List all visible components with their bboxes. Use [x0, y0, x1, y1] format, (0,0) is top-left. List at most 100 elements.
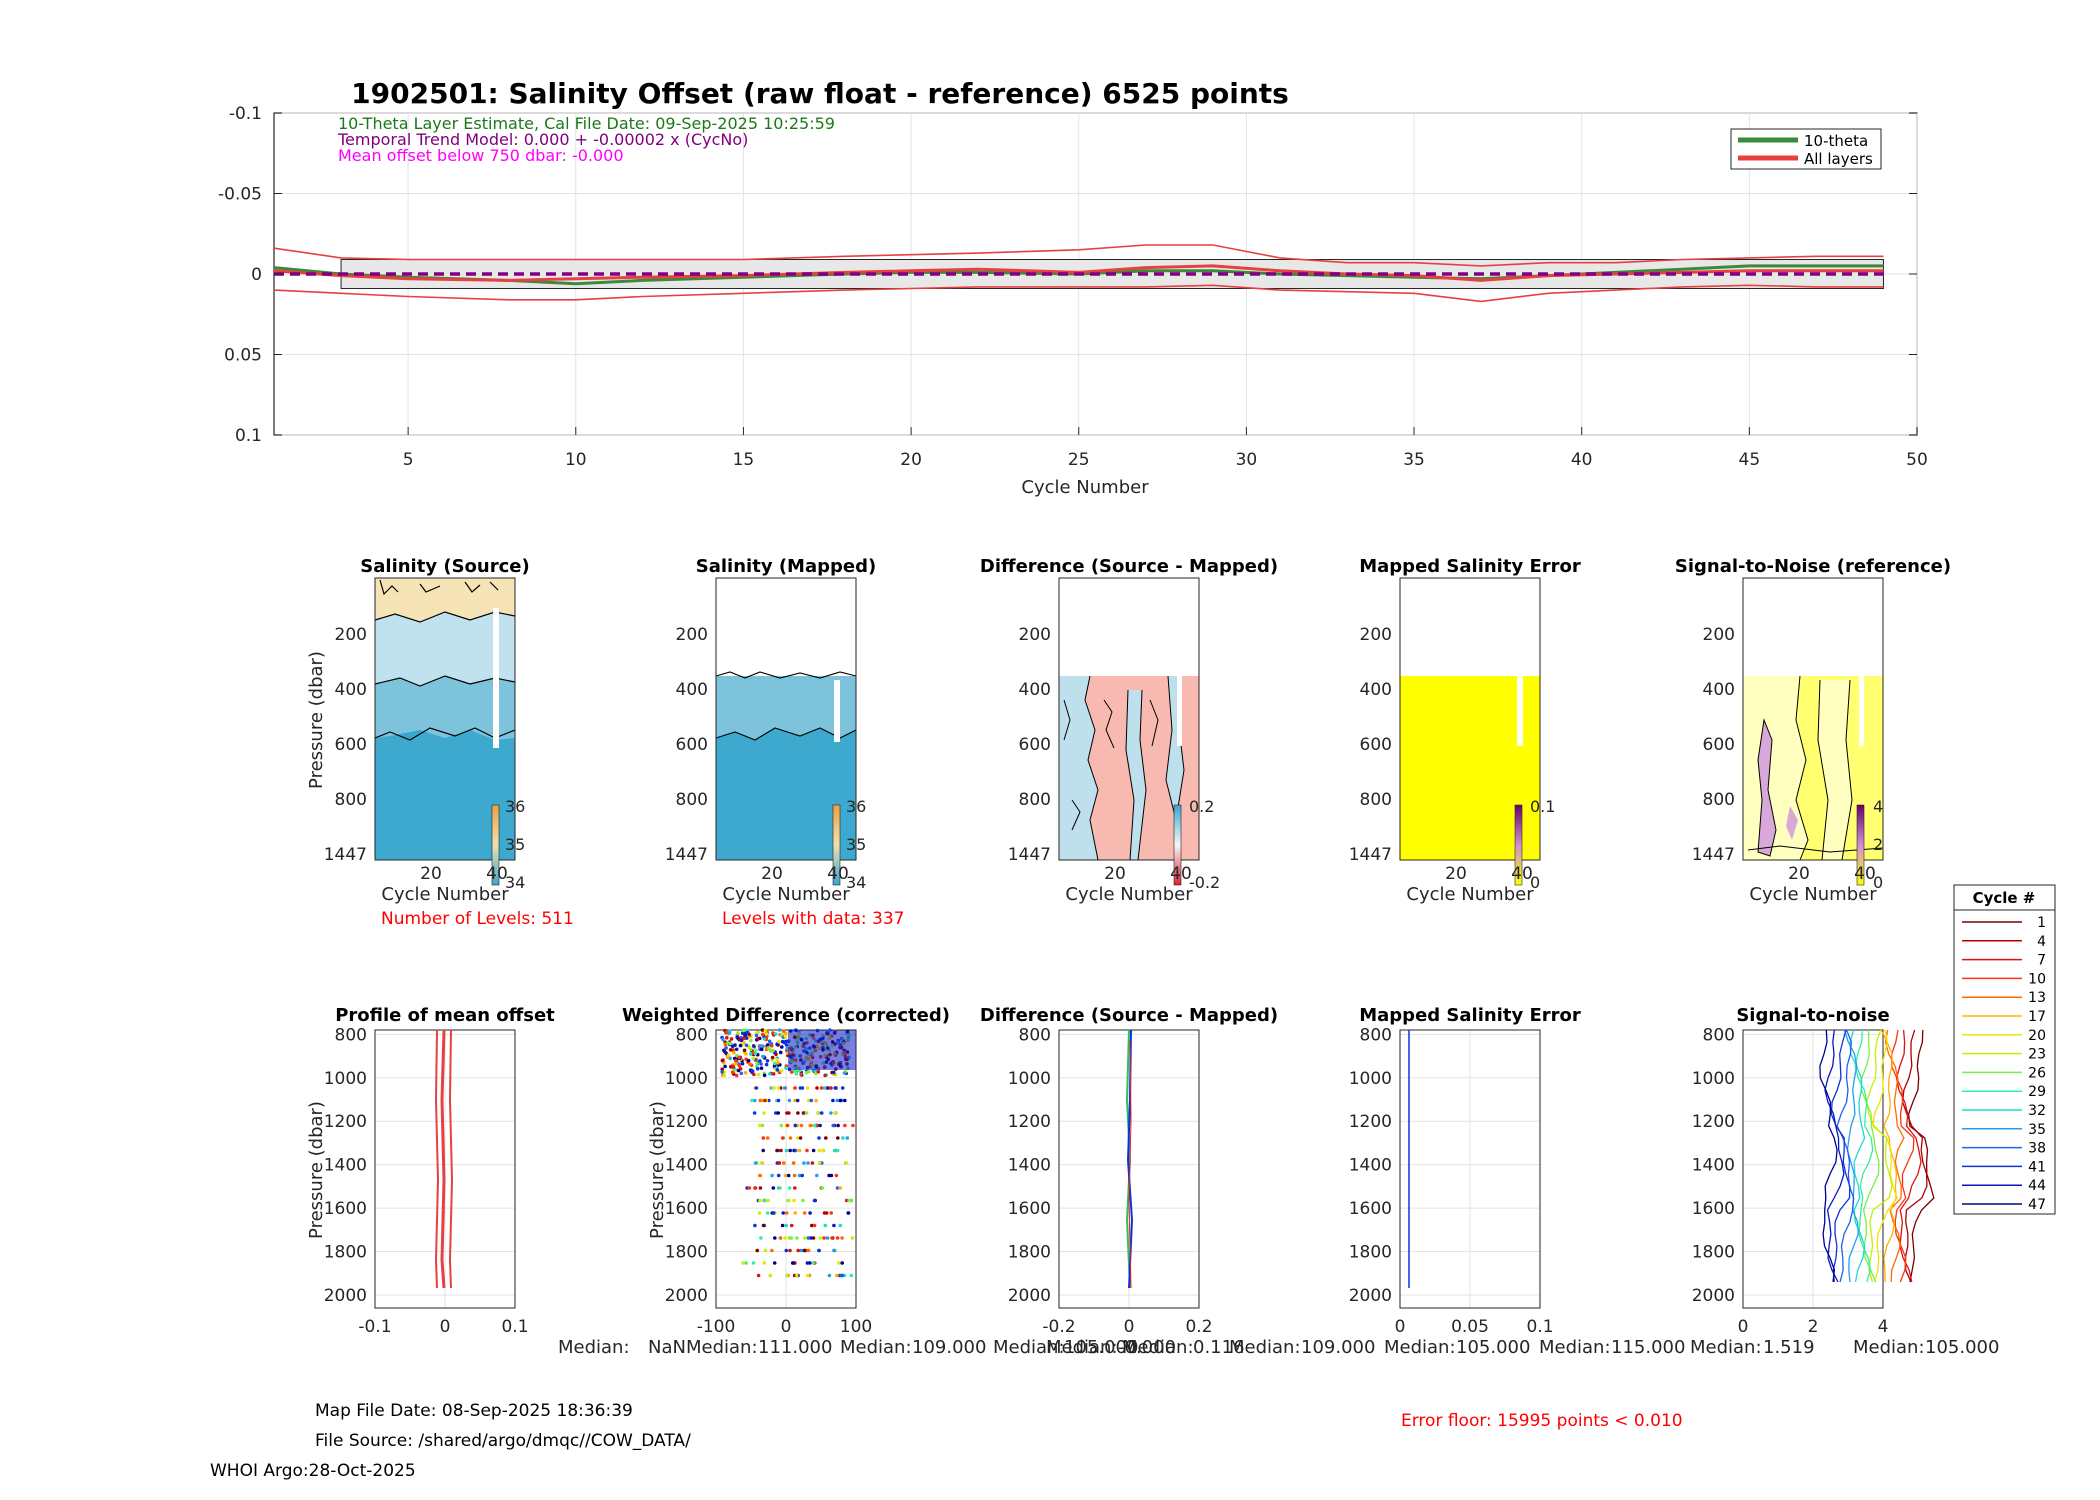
weighted-diff-point: [781, 1211, 785, 1215]
weighted-diff-point: [756, 1273, 761, 1278]
weighted-diff-point: [773, 1032, 778, 1036]
top-ytick-label: 600: [676, 735, 708, 755]
weighted-diff-point: [796, 1248, 800, 1253]
snr-profile-line: [1901, 1029, 1928, 1283]
weighted-diff-point: [819, 1111, 824, 1115]
weighted-diff-point: [762, 1073, 767, 1078]
cycle-legend-label: 23: [2028, 1047, 2046, 1063]
weighted-diff-point: [787, 1186, 792, 1190]
weighted-diff-point: [792, 1148, 796, 1153]
weighted-diff-point: [842, 1071, 847, 1075]
weighted-diff-point: [761, 1148, 765, 1153]
weighted-diff-point: [804, 1070, 809, 1075]
top-ytick-label: 600: [1019, 735, 1051, 755]
weighted-diff-point: [790, 1070, 794, 1074]
top-ytick-label: 800: [676, 790, 708, 810]
mapped-error-colorbar: [1514, 804, 1523, 886]
weighted-diff-point: [780, 1136, 785, 1140]
main-chart: 5 10 15 20 25 30 35 40 45 50 -0.1 -0.05 0 0.05 0.1 190…: [218, 77, 1928, 498]
weighted-diff-point: [759, 1066, 764, 1070]
top-xtick-label: 40: [827, 864, 849, 884]
weighted-diff-point: [814, 1098, 818, 1103]
weighted-diff-point: [731, 1065, 736, 1069]
weighted-diff-point: [847, 1198, 851, 1203]
bottom-ytick-label: 1400: [324, 1156, 367, 1176]
top-colorbar-label: 35: [846, 835, 866, 854]
bottom-ytick-label: 1600: [1008, 1199, 1051, 1219]
top-panel-salinity-mapped: [715, 577, 857, 886]
weighted-diff-point: [796, 1136, 800, 1140]
median-label: Median:: [686, 1337, 758, 1358]
weighted-diff-point: [760, 1032, 765, 1037]
bottom-ylabel: Pressure (dbar): [647, 1101, 668, 1239]
main-xlabel: Cycle Number: [1021, 477, 1149, 498]
weighted-diff-point: [736, 1031, 740, 1035]
weighted-diff-point: [742, 1036, 746, 1041]
salinity-mapped-colorbar: [832, 804, 841, 886]
weighted-diff-point: [837, 1261, 841, 1265]
salinity-mapped-frame: [715, 577, 857, 861]
weighted-diff-point: [835, 1236, 840, 1240]
top-ytick-label: 800: [335, 790, 367, 810]
weighted-diff-point: [768, 1072, 772, 1076]
weighted-diff-point: [787, 1198, 791, 1203]
bottom-ytick-label: 1200: [1692, 1112, 1735, 1132]
bottom-ytick-label: 1200: [1349, 1112, 1392, 1132]
weighted-diff-point: [793, 1123, 797, 1128]
weighted-diff-dense-cluster: [788, 1030, 856, 1070]
bottom-ytick-label: 800: [1703, 1025, 1735, 1045]
top-colorbar-label: 0.1: [1530, 797, 1555, 816]
weighted-diff-point: [759, 1236, 763, 1240]
weighted-diff-point: [750, 1069, 755, 1073]
bottom-ytick-label: 800: [1019, 1025, 1051, 1045]
top-colorbar-label: 0: [1873, 873, 1883, 892]
weighted-diff-point: [735, 1035, 739, 1040]
weighted-diff-point: [751, 1056, 755, 1061]
weighted-diff-point: [780, 1033, 784, 1037]
weighted-diff-point: [812, 1198, 817, 1203]
error-floor-note: Error floor: 15995 points < 0.010: [1401, 1411, 1683, 1431]
bottom-xtick-label: 100: [840, 1317, 872, 1337]
main-series: [273, 244, 1884, 303]
weighted-diff-point: [822, 1086, 827, 1090]
weighted-diff-point: [753, 1161, 758, 1165]
weighted-diff-point: [790, 1261, 795, 1265]
weighted-diff-point: [834, 1173, 839, 1178]
median-value: 115.000: [1611, 1337, 1685, 1358]
top-panel-title: Signal-to-Noise (reference): [1675, 556, 1951, 577]
bottom-ytick-label: 2000: [324, 1286, 367, 1306]
weighted-diff-point: [725, 1036, 729, 1040]
weighted-diff-point: [775, 1042, 779, 1047]
salinity-source-colorbar: [491, 804, 500, 886]
weighted-diff-point: [730, 1070, 735, 1075]
weighted-diff-point: [747, 1186, 752, 1190]
median-label: Median:: [1046, 1337, 1118, 1358]
weighted-diff-point: [836, 1148, 840, 1153]
weighted-diff-point: [789, 1223, 794, 1228]
weighted-diff-point: [783, 1236, 787, 1240]
weighted-diff-point: [806, 1161, 810, 1165]
top-ytick-label: 200: [1019, 625, 1051, 645]
top-colorbar-label: 0: [1530, 873, 1540, 892]
top-xtick-label: 40: [1170, 864, 1192, 884]
legend-label-all-layers: All layers: [1804, 150, 1873, 168]
mapped-error-frame: [1399, 577, 1541, 861]
weighted-diff-point: [769, 1043, 774, 1048]
weighted-diff-point: [782, 1161, 786, 1165]
weighted-diff-point: [721, 1037, 725, 1042]
weighted-diff-point: [823, 1223, 828, 1228]
bottom-weighted-difference-points: [720, 1028, 856, 1278]
weighted-diff-point: [786, 1173, 791, 1178]
weighted-diff-point: [797, 1148, 802, 1153]
weighted-diff-point: [784, 1211, 789, 1215]
median-value: 109.000: [1301, 1337, 1375, 1358]
main-xtick-label: 5: [403, 450, 414, 470]
profile-lower-line: [448, 1029, 454, 1289]
weighted-diff-point: [753, 1223, 757, 1228]
weighted-diff-point: [744, 1043, 749, 1048]
weighted-diff-point: [724, 1031, 728, 1035]
weighted-diff-point: [779, 1069, 784, 1073]
weighted-diff-point: [723, 1064, 727, 1069]
bottom-ytick-label: 2000: [1349, 1286, 1392, 1306]
